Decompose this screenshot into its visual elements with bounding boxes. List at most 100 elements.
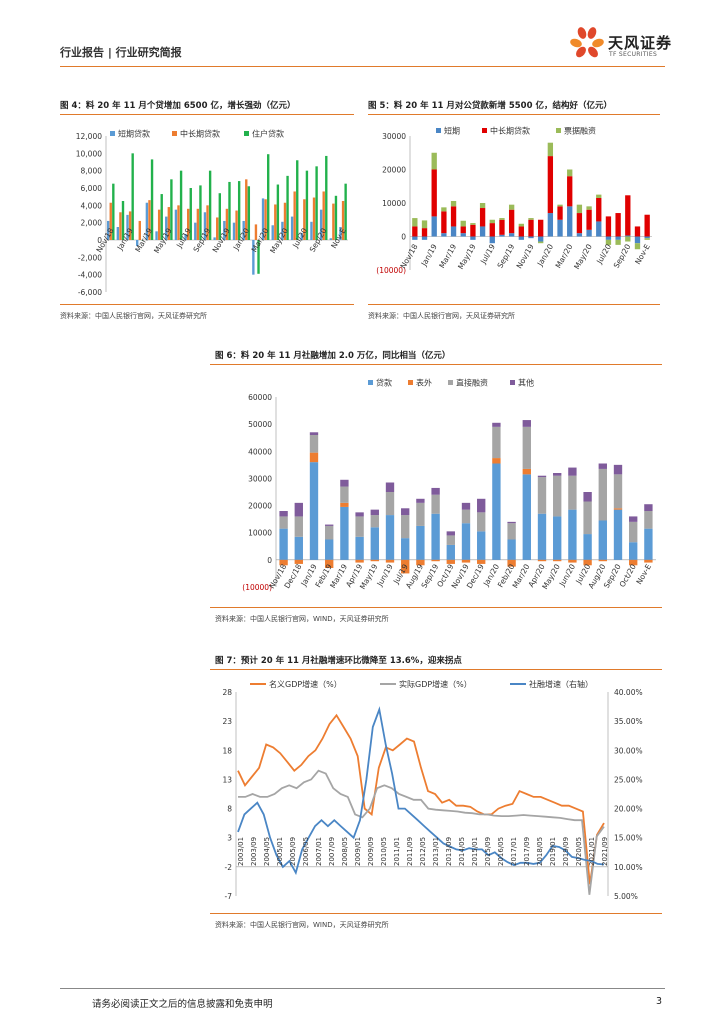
fig7-xtick: 2021/09 <box>601 837 609 866</box>
fig6-legend-swatch <box>408 380 413 385</box>
fig6-bar-2 <box>340 486 349 503</box>
fig4-bar-1 <box>293 191 296 240</box>
fig7-line-0 <box>237 713 605 885</box>
fig6-bar-1 <box>416 559 425 566</box>
fig6-bar-2 <box>598 468 607 521</box>
fig7-xtick: 2010/05 <box>380 837 388 866</box>
fig7-ytick: 3 <box>227 834 232 843</box>
fig6-bar-1 <box>370 559 379 562</box>
fig6-bar-3 <box>492 422 501 427</box>
fig4-bar-2 <box>179 170 183 240</box>
fig6-xtick: Nov-E <box>634 562 653 586</box>
fig6-bar-0 <box>477 531 486 560</box>
fig4-bar-2 <box>121 201 125 240</box>
fig4-ytick: 2,000 <box>81 219 103 228</box>
fig6-bar-3 <box>522 420 531 427</box>
fig4-bar-0 <box>261 198 265 240</box>
fig6-bar-1 <box>461 559 471 563</box>
fig5-bar-0 <box>625 235 631 237</box>
disclaimer-link[interactable]: 请务必阅读正文之后的信息披露和免责申明 <box>92 999 273 1010</box>
fig4-bar-0 <box>126 214 129 240</box>
fig4-title-rule <box>60 114 354 115</box>
fig5-bar-1 <box>489 223 495 237</box>
fig5-bar-0 <box>421 236 428 240</box>
fig5-xtick: Jul/20 <box>594 242 613 266</box>
fig4-bar-2 <box>208 170 212 240</box>
fig6-bar-3 <box>461 502 471 510</box>
fig6-bar-2 <box>309 435 319 453</box>
fig6-bar-1 <box>309 452 319 463</box>
fig6-ytick: 20000 <box>248 502 272 511</box>
fig7-ytick-right: 10.00% <box>614 863 643 872</box>
fig4-bar-1 <box>109 202 112 240</box>
fig6-bar-0 <box>461 523 471 560</box>
fig6-bar-0 <box>507 539 516 560</box>
fig4-bar-0 <box>310 221 313 240</box>
fig6-ytick: 0 <box>267 556 272 565</box>
fig7-line-2 <box>237 706 605 876</box>
fig4-bar-1 <box>322 191 325 240</box>
fig6-bar-0 <box>568 509 577 560</box>
fig4-bar-2 <box>237 181 241 240</box>
logo-subtext: TF SECURITIES <box>609 51 658 58</box>
fig6-bar-3 <box>644 504 653 511</box>
header-divider <box>60 66 665 67</box>
fig5-bar-1 <box>605 216 612 237</box>
fig6-bar-3 <box>446 531 455 536</box>
fig6-bar-3 <box>355 512 364 517</box>
fig6-bar-1 <box>279 559 288 566</box>
fig6-bar-0 <box>355 536 364 560</box>
fig4-bar-1 <box>235 210 238 240</box>
fig4-bar-2 <box>315 166 318 240</box>
fig4-bar-1 <box>312 197 316 240</box>
fig7-xtick: 2017/09 <box>523 837 531 866</box>
fig6-bar-3 <box>279 511 288 517</box>
fig5-bar-0 <box>576 233 583 237</box>
fig6-bar-3 <box>309 432 319 435</box>
fig4-bar-0 <box>165 216 168 240</box>
fig4-bar-0 <box>290 216 294 240</box>
fig6-ytick: 60000 <box>248 393 272 402</box>
fig7-xtick: 2008/05 <box>341 837 349 866</box>
fig6-bar-0 <box>644 528 653 560</box>
fig4-bar-2 <box>325 155 328 240</box>
fig4-title: 图 4：料 20 年 11 月个贷增加 6500 亿，增长强劲（亿元） <box>60 101 296 111</box>
fig4-bar-1 <box>225 208 229 240</box>
fig4-ytick: 12,000 <box>76 132 102 141</box>
fig6-bar-1 <box>598 559 607 562</box>
fig5-ytick: 0 <box>401 233 406 242</box>
fig6-bar-3 <box>385 482 395 492</box>
fig7-xtick: 2019/09 <box>562 837 570 866</box>
fig7-title-rule <box>210 669 662 670</box>
fig6-bar-1 <box>340 502 349 507</box>
fig6-bar-1 <box>492 458 501 464</box>
fig6-bar-0 <box>294 536 303 560</box>
fig4-bar-2 <box>267 154 270 240</box>
fig7-xtick: 2009/01 <box>354 837 362 866</box>
fig5-bar-2 <box>547 142 554 157</box>
fig5-ytick: 20000 <box>382 166 406 175</box>
fig6-bar-1 <box>613 508 623 510</box>
fig5-bar-1 <box>412 226 418 237</box>
fig7-xtick: 2003/09 <box>250 837 258 866</box>
fig5-xtick: Mar/19 <box>437 242 458 269</box>
fig4-bar-0 <box>329 238 332 240</box>
fig6-bar-2 <box>537 477 547 514</box>
fig6-bar-3 <box>477 498 486 513</box>
fig7-xtick: 2019/01 <box>549 837 557 866</box>
fig4-bar-2 <box>305 170 309 240</box>
fig6-bar-0 <box>340 506 349 560</box>
fig5-bar-0 <box>605 236 612 240</box>
fig4-ytick: 10,000 <box>76 149 102 158</box>
fig4-bar-1 <box>167 207 171 240</box>
fig4-ytick: -6,000 <box>78 288 102 297</box>
fig5-bar-2 <box>450 200 457 207</box>
fig4-ytick: 0 <box>97 236 102 245</box>
fig6-bar-2 <box>446 535 455 545</box>
fig7-xtick: 2014/05 <box>458 837 466 866</box>
fig6-legend-swatch <box>368 380 373 385</box>
fig7-line-1 <box>238 769 605 895</box>
fig6-bar-1 <box>477 559 486 564</box>
fig4-legend-label: 住户贷款 <box>252 129 284 139</box>
fig7-xtick: 2013/01 <box>432 837 440 866</box>
